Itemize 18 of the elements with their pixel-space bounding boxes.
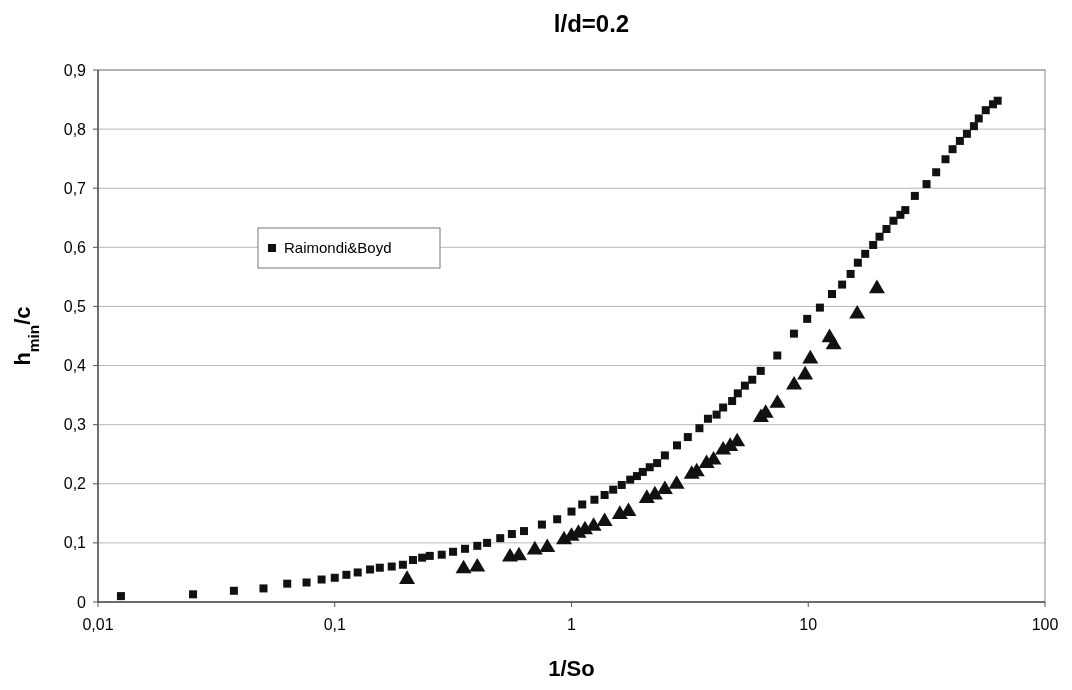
y-tick-label: 0,8: [63, 120, 87, 138]
x-tick-label: 100: [1031, 616, 1059, 633]
legend-label: Raimondi&Boyd: [284, 239, 392, 257]
y-tick-label: 0,1: [63, 534, 87, 552]
y-tick-label: 0,7: [63, 179, 87, 197]
chart-title: l/d=0.2: [553, 10, 630, 37]
x-tick-label: 1: [567, 616, 577, 633]
y-tick-label: 0,5: [63, 298, 87, 316]
x-axis-title: 1/So: [548, 656, 595, 681]
y-tick-label: 0,2: [63, 475, 87, 493]
x-tick-label: 0,01: [82, 616, 114, 633]
y-tick-label: 0,4: [63, 357, 87, 375]
y-tick-label: 0: [77, 593, 87, 611]
y-tick-label: 0,3: [63, 416, 87, 434]
y-tick-label: 0,9: [63, 61, 87, 79]
x-tick-label: 10: [799, 616, 818, 633]
x-tick-label: 0,1: [323, 616, 346, 633]
y-tick-label: 0,6: [63, 238, 87, 256]
